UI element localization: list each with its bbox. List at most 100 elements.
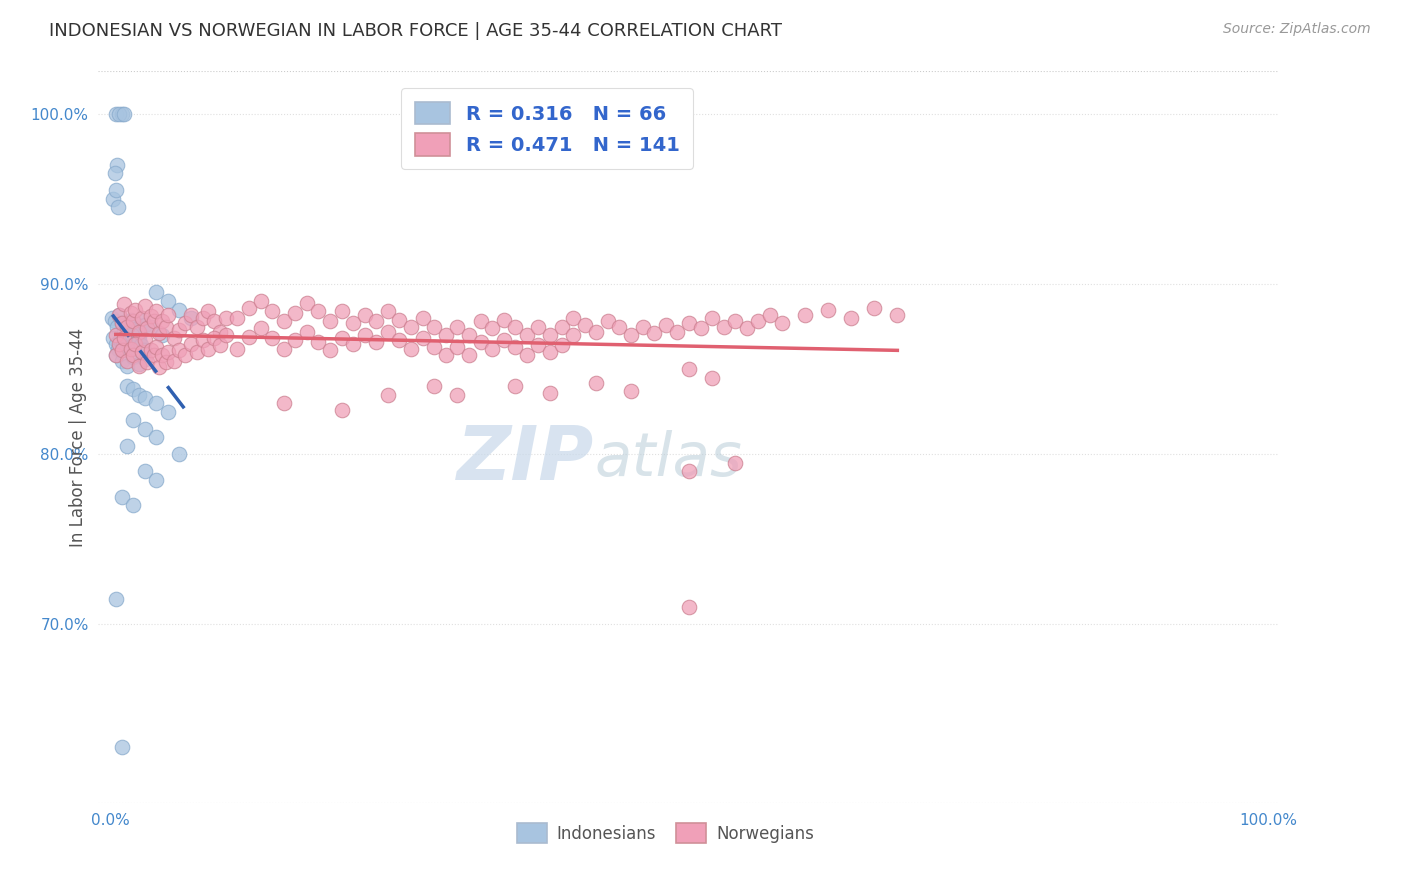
Point xyxy=(620,384,643,399)
Point xyxy=(527,319,550,334)
Point xyxy=(120,312,142,326)
Point xyxy=(129,326,152,341)
Point xyxy=(122,413,145,427)
Point xyxy=(132,343,155,358)
Point xyxy=(143,348,166,362)
Point xyxy=(226,311,249,326)
Point xyxy=(295,325,318,339)
Point xyxy=(112,297,135,311)
Point xyxy=(155,319,177,334)
Text: ZIP: ZIP xyxy=(457,423,595,496)
Point xyxy=(108,336,131,351)
Point xyxy=(585,376,607,390)
Point xyxy=(655,318,678,332)
Point xyxy=(458,348,481,362)
Point xyxy=(128,325,150,339)
Point xyxy=(197,304,219,318)
Point xyxy=(330,331,353,345)
Point xyxy=(122,383,145,397)
Point xyxy=(131,311,153,326)
Point xyxy=(104,591,127,606)
Point xyxy=(131,345,153,359)
Point xyxy=(470,334,492,349)
Point xyxy=(503,340,526,354)
Point xyxy=(412,311,434,326)
Point xyxy=(103,331,125,345)
Point xyxy=(104,183,127,197)
Point xyxy=(143,314,166,328)
Point xyxy=(538,328,561,343)
Point xyxy=(104,336,127,351)
Point xyxy=(110,739,132,754)
Point xyxy=(817,302,839,317)
Point xyxy=(134,333,156,347)
Point xyxy=(117,379,139,393)
Point xyxy=(319,343,342,358)
Point xyxy=(117,334,139,349)
Point xyxy=(169,302,191,317)
Point xyxy=(713,319,735,334)
Point xyxy=(108,308,131,322)
Point xyxy=(191,311,214,326)
Point xyxy=(724,314,747,328)
Point xyxy=(273,342,295,356)
Point xyxy=(139,343,162,358)
Point xyxy=(747,314,769,328)
Point xyxy=(562,328,585,343)
Point xyxy=(145,340,167,354)
Point xyxy=(150,348,173,362)
Point xyxy=(678,316,700,330)
Point xyxy=(117,439,139,453)
Point xyxy=(342,336,364,351)
Point xyxy=(186,319,208,334)
Point xyxy=(117,359,139,373)
Point xyxy=(516,348,538,362)
Point xyxy=(377,304,399,318)
Text: INDONESIAN VS NORWEGIAN IN LABOR FORCE | AGE 35-44 CORRELATION CHART: INDONESIAN VS NORWEGIAN IN LABOR FORCE |… xyxy=(49,22,782,40)
Point xyxy=(122,314,145,328)
Point xyxy=(169,323,191,337)
Point xyxy=(124,302,146,317)
Point xyxy=(492,333,515,347)
Point xyxy=(759,308,782,322)
Point xyxy=(169,343,191,358)
Point xyxy=(470,314,492,328)
Point xyxy=(689,321,711,335)
Point xyxy=(238,329,260,343)
Point xyxy=(839,311,862,326)
Point xyxy=(134,351,156,366)
Point xyxy=(666,325,689,339)
Point xyxy=(156,345,179,359)
Point xyxy=(770,316,793,330)
Point xyxy=(122,348,145,362)
Point xyxy=(134,421,156,435)
Point xyxy=(107,201,129,215)
Point xyxy=(139,319,162,334)
Point xyxy=(174,348,197,362)
Point xyxy=(538,385,561,400)
Point xyxy=(174,316,197,330)
Point xyxy=(863,301,886,315)
Point xyxy=(110,490,132,504)
Point xyxy=(700,370,723,384)
Point xyxy=(124,336,146,351)
Point xyxy=(550,338,572,352)
Point xyxy=(262,304,284,318)
Point xyxy=(134,299,156,313)
Point xyxy=(446,387,468,401)
Point xyxy=(115,318,138,332)
Point xyxy=(180,308,202,322)
Point xyxy=(180,336,202,351)
Point xyxy=(273,314,295,328)
Point xyxy=(105,319,128,334)
Point xyxy=(238,301,260,315)
Point xyxy=(458,328,481,343)
Point xyxy=(110,333,132,347)
Point xyxy=(150,314,173,328)
Point xyxy=(399,319,422,334)
Point xyxy=(342,316,364,330)
Point xyxy=(145,430,167,444)
Point xyxy=(110,353,132,368)
Text: atlas: atlas xyxy=(595,430,742,489)
Point xyxy=(353,308,375,322)
